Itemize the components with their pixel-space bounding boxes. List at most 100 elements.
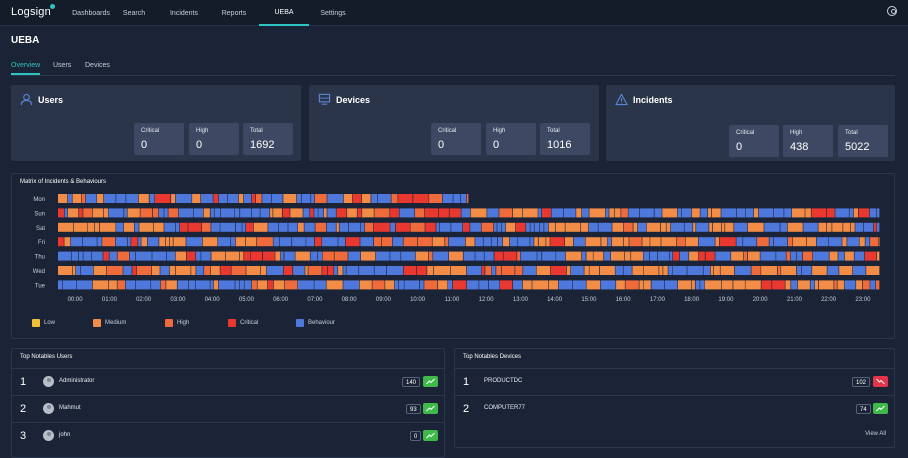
matrix-cell[interactable]	[538, 208, 542, 218]
matrix-cell[interactable]	[556, 251, 566, 261]
matrix-cell[interactable]	[360, 222, 365, 232]
matrix-cell[interactable]	[87, 222, 95, 232]
matrix-cell[interactable]	[530, 222, 534, 232]
matrix-cell[interactable]	[513, 280, 523, 290]
matrix-cell[interactable]	[873, 222, 877, 232]
matrix-cell[interactable]	[327, 208, 336, 218]
matrix-cell[interactable]	[378, 194, 391, 203]
matrix-cell[interactable]	[777, 266, 781, 275]
matrix-cell[interactable]	[538, 237, 546, 247]
matrix-cell[interactable]	[372, 280, 385, 290]
matrix-cell[interactable]	[135, 280, 151, 290]
matrix-cell[interactable]	[733, 280, 745, 290]
matrix-cell[interactable]	[719, 237, 736, 247]
matrix-cell[interactable]	[317, 251, 322, 261]
matrix-cell[interactable]	[864, 251, 877, 261]
matrix-cell[interactable]	[829, 237, 842, 247]
matrix-cell[interactable]	[788, 237, 793, 247]
matrix-cell[interactable]	[754, 208, 759, 218]
matrix-cell[interactable]	[805, 208, 811, 218]
matrix-cell[interactable]	[844, 251, 854, 261]
matrix-cell[interactable]	[180, 222, 188, 232]
matrix-cell[interactable]	[875, 280, 880, 290]
matrix-cell[interactable]	[166, 280, 177, 290]
matrix-cell[interactable]	[85, 194, 97, 203]
matrix-cell[interactable]	[790, 251, 797, 261]
matrix-cell[interactable]	[126, 194, 138, 203]
matrix-cell[interactable]	[415, 251, 429, 261]
matrix-cell[interactable]	[211, 222, 220, 232]
tab-devices[interactable]: Devices	[85, 62, 110, 69]
legend-high[interactable]: High	[165, 319, 189, 327]
matrix-cell[interactable]	[801, 266, 812, 275]
matrix-cell[interactable]	[811, 208, 827, 218]
matrix-cell[interactable]	[736, 237, 743, 247]
matrix-cell[interactable]	[536, 266, 551, 275]
matrix-cell[interactable]	[106, 266, 123, 275]
matrix-cell[interactable]	[235, 280, 240, 290]
matrix-cell[interactable]	[673, 251, 680, 261]
matrix-cell[interactable]	[188, 280, 195, 290]
matrix-cell[interactable]	[67, 194, 72, 203]
matrix-cell[interactable]	[623, 222, 633, 232]
matrix-cell[interactable]	[297, 280, 314, 290]
matrix-cell[interactable]	[870, 237, 879, 247]
matrix-cell[interactable]	[186, 237, 202, 247]
matrix-cell[interactable]	[310, 251, 318, 261]
matrix-cell[interactable]	[760, 251, 776, 261]
matrix-cell[interactable]	[334, 251, 348, 261]
matrix-cell[interactable]	[220, 266, 231, 275]
matrix-cell[interactable]	[520, 251, 537, 261]
matrix-cell[interactable]	[442, 194, 453, 203]
matrix-cell[interactable]	[280, 251, 284, 261]
logsign-logo[interactable]: Logsign	[11, 4, 56, 18]
matrix-cell[interactable]	[151, 280, 161, 290]
matrix-cell[interactable]	[251, 208, 260, 218]
matrix-cell[interactable]	[138, 237, 141, 247]
matrix-cell[interactable]	[424, 280, 438, 290]
matrix-cell[interactable]	[463, 222, 470, 232]
nav-incidents[interactable]: Incidents	[169, 9, 199, 17]
matrix-cell[interactable]	[257, 280, 268, 290]
matrix-cell[interactable]	[283, 194, 297, 203]
matrix-cell[interactable]	[253, 222, 268, 232]
matrix-cell[interactable]	[780, 222, 787, 232]
matrix-cell[interactable]	[854, 251, 865, 261]
matrix-cell[interactable]	[414, 208, 425, 218]
matrix-cell[interactable]	[660, 222, 666, 232]
matrix-cell[interactable]	[764, 222, 780, 232]
matrix-cell[interactable]	[628, 208, 640, 218]
matrix-cell[interactable]	[285, 280, 298, 290]
matrix-cell[interactable]	[371, 194, 378, 203]
matrix-cell[interactable]	[696, 222, 709, 232]
legend-behaviour[interactable]: Behaviour	[296, 319, 335, 327]
matrix-cell[interactable]	[322, 251, 334, 261]
matrix-cell[interactable]	[791, 280, 798, 290]
matrix-cell[interactable]	[136, 266, 152, 275]
matrix-cell[interactable]	[563, 208, 576, 218]
matrix-cell[interactable]	[359, 280, 372, 290]
matrix-cell[interactable]	[83, 208, 93, 218]
matrix-cell[interactable]	[164, 222, 176, 232]
matrix-cell[interactable]	[193, 208, 203, 218]
matrix-cell[interactable]	[81, 194, 86, 203]
matrix-cell[interactable]	[470, 208, 487, 218]
user-account-icon[interactable]	[887, 6, 897, 16]
list-item[interactable]: 3 john 0	[12, 422, 444, 448]
matrix-cell[interactable]	[761, 266, 778, 275]
matrix-cell[interactable]	[837, 280, 845, 290]
matrix-cell[interactable]	[832, 222, 843, 232]
matrix-cell[interactable]	[847, 237, 859, 247]
matrix-cell[interactable]	[218, 194, 228, 203]
matrix-cell[interactable]	[72, 194, 82, 203]
matrix-cell[interactable]	[296, 194, 302, 203]
matrix-cell[interactable]	[677, 280, 692, 290]
matrix-cell[interactable]	[812, 266, 827, 275]
matrix-cell[interactable]	[403, 237, 418, 247]
matrix-cell[interactable]	[308, 266, 322, 275]
matrix-cell[interactable]	[220, 208, 235, 218]
matrix-cell[interactable]	[497, 237, 503, 247]
matrix-cell[interactable]	[348, 251, 361, 261]
matrix-cell[interactable]	[394, 280, 399, 290]
matrix-cell[interactable]	[515, 222, 526, 232]
